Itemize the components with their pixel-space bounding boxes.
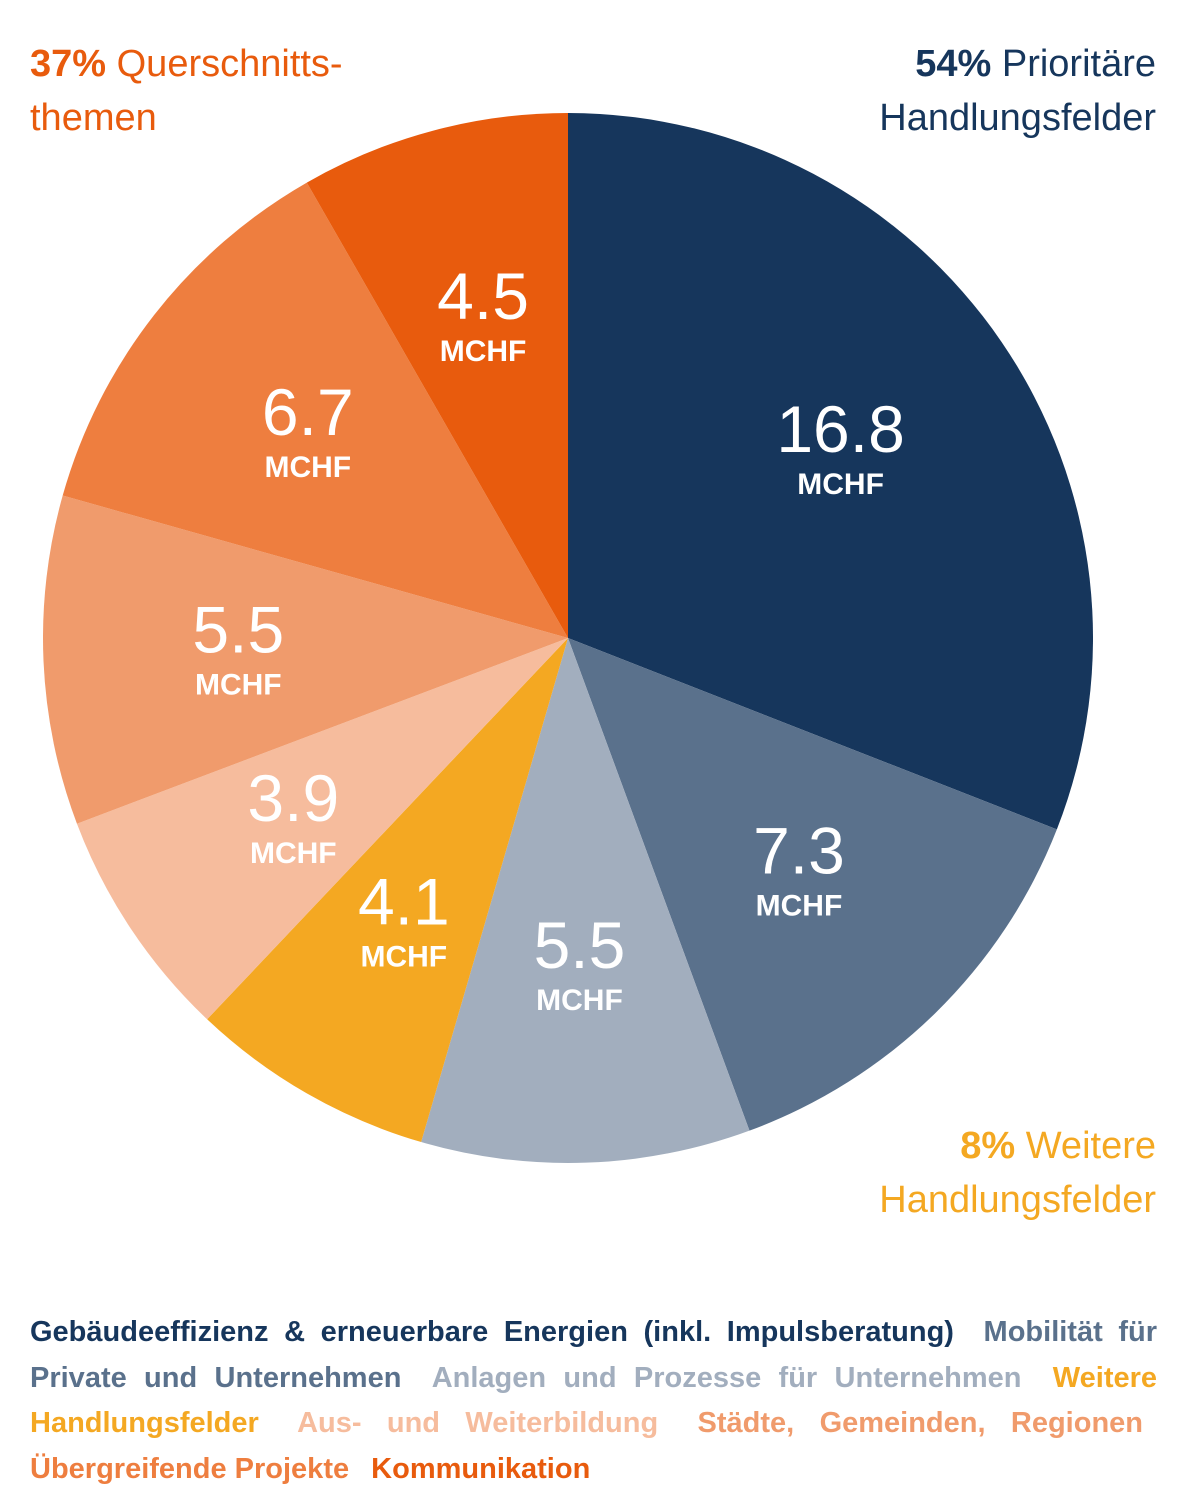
group-label-weitere-handlungsfelder: 8% Weitere Handlungsfelder: [736, 1119, 1156, 1227]
pie-slice-stadte-gemeinden-regionen: [42, 495, 568, 824]
group-text-weitere-line1: Weitere: [1025, 1125, 1156, 1167]
slice-unit-label: MCHF: [250, 837, 337, 870]
legend-item: Gebäudeeffizienz & erneuerbare Energien …: [30, 1316, 954, 1348]
slice-unit-label: MCHF: [440, 335, 527, 368]
legend-item: Weitere Handlungsfelder: [30, 1361, 1158, 1440]
pie-slice-anlagen-und-prozesse-fur-unternehmen: [421, 638, 750, 1163]
pie-slice-ubergreifende-projekte: [62, 182, 569, 638]
group-text-prioritaer-line2: Handlungsfelder: [879, 97, 1156, 139]
group-label-querschnittsthemen: 37% Querschnitts- themen: [30, 37, 450, 145]
slice-value-label: 5.5: [192, 592, 284, 666]
group-percent-prioritaer: 54%: [915, 43, 992, 85]
slice-value-label: 6.7: [262, 375, 354, 449]
pie-slice-kommunikation: [306, 113, 568, 638]
group-text-querschnitt-line2: themen: [30, 97, 157, 139]
group-percent-querschnitt: 37%: [30, 43, 107, 85]
pie-slice-mobilitat-fur-private-und-unternehmen: [568, 638, 1057, 1131]
pie-slice-aus-und-weiterbildung: [76, 638, 568, 1020]
group-percent-weitere: 8%: [960, 1125, 1016, 1167]
pie-slice-gebaudeeffizienz-erneuerbare-energien-inkl-impulsberatung: [568, 113, 1093, 830]
slice-unit-label: MCHF: [264, 451, 351, 484]
group-text-querschnitt-line1: Querschnitts-: [116, 43, 343, 85]
slice-unit-label: MCHF: [756, 890, 843, 923]
pie-chart: 16.8MCHF7.3MCHF5.5MCHF4.1MCHF3.9MCHF5.5M…: [42, 113, 1093, 1163]
group-text-prioritaer-line1: Prioritäre: [1001, 43, 1156, 85]
legend-item: Aus- und Weiterbildung: [297, 1407, 659, 1439]
slice-unit-label: MCHF: [797, 468, 884, 501]
legend-item: Mobilität für Private und Unternehmen: [30, 1316, 1157, 1394]
slice-value-label: 4.1: [358, 864, 450, 938]
slice-unit-label: MCHF: [536, 984, 623, 1017]
legend: Gebäudeeffizienz & erneuerbare Energien …: [30, 1310, 1157, 1492]
pie-slice-weitere-handlungsfelder: [207, 638, 568, 1143]
legend-item: Städte, Gemeinden, Regionen: [697, 1407, 1144, 1439]
legend-item: Übergreifende Projekte: [30, 1452, 350, 1485]
slice-value-label: 7.3: [753, 814, 845, 888]
legend-item: Anlagen und Prozesse für Unternehmen: [431, 1361, 1022, 1394]
slice-value-label: 16.8: [776, 392, 904, 466]
slice-unit-label: MCHF: [195, 668, 282, 701]
group-label-prioritaere-handlungsfelder: 54% Prioritäre Handlungsfelder: [736, 37, 1156, 145]
group-text-weitere-line2: Handlungsfelder: [879, 1179, 1156, 1221]
slice-unit-label: MCHF: [360, 940, 447, 973]
slice-value-label: 5.5: [534, 908, 626, 982]
legend-item: Kommunikation: [371, 1452, 591, 1485]
slice-value-label: 4.5: [437, 259, 529, 333]
slice-value-label: 3.9: [247, 761, 339, 835]
